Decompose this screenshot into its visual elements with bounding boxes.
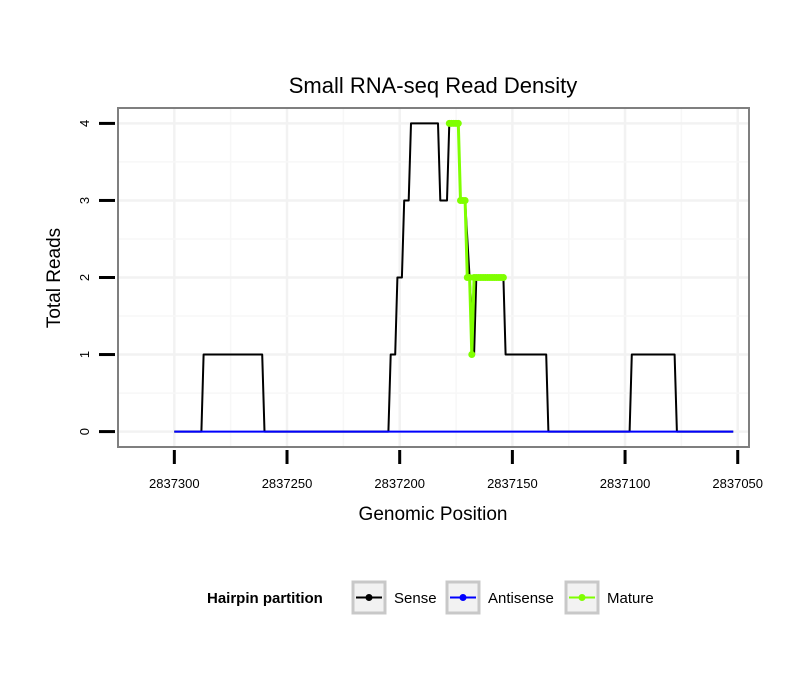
x-tick-label: 2837250 <box>262 476 313 491</box>
y-tick-label: 3 <box>77 197 92 204</box>
legend-label-antisense: Antisense <box>488 590 554 607</box>
x-axis-title: Genomic Position <box>359 504 508 525</box>
y-axis-title: Total Reads <box>44 228 65 328</box>
legend-key-point <box>459 594 467 601</box>
mature-point <box>499 274 507 281</box>
legend-key-point <box>365 594 373 601</box>
x-tick-label: 2837300 <box>149 476 200 491</box>
y-tick-label: 4 <box>77 120 92 127</box>
x-tick-label: 2837100 <box>600 476 651 491</box>
legend-title: Hairpin partition <box>207 590 323 607</box>
mature-point <box>468 351 476 358</box>
series-layer <box>174 119 734 433</box>
grid-lines <box>118 108 749 447</box>
y-tick-label: 0 <box>77 428 92 435</box>
y-tick-label: 2 <box>77 274 92 281</box>
chart-title: Small RNA-seq Read Density <box>289 73 578 98</box>
mature-point <box>461 197 469 204</box>
mature-point <box>454 119 462 127</box>
y-axis: 0 1 2 3 4 <box>77 120 115 435</box>
legend: Hairpin partition Sense Antisense Mature <box>207 580 654 615</box>
x-tick-label: 2837200 <box>374 476 425 491</box>
legend-key-point <box>578 594 586 601</box>
plot-border <box>117 107 750 448</box>
x-tick-label: 2837050 <box>712 476 763 491</box>
legend-label-sense: Sense <box>394 590 437 607</box>
x-axis: 2837300 2837250 2837200 2837150 2837100 28370… <box>149 450 763 491</box>
legend-label-mature: Mature <box>607 590 654 607</box>
y-tick-label: 1 <box>77 351 92 358</box>
x-tick-label: 2837150 <box>487 476 538 491</box>
